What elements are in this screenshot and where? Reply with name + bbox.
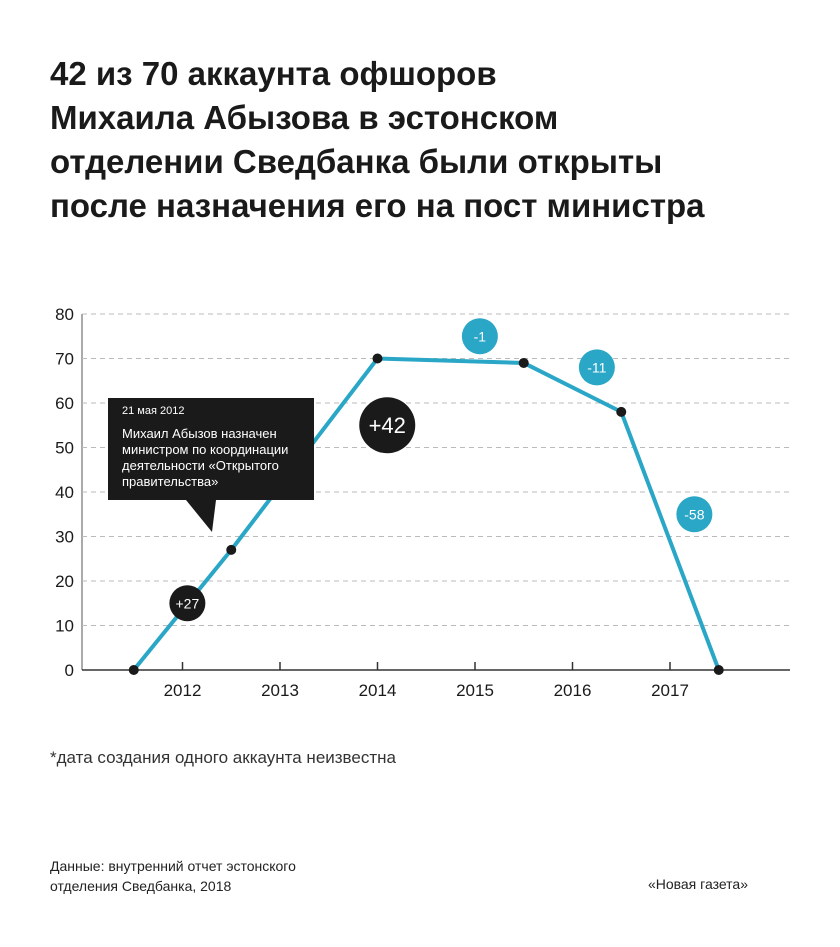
line-chart: 0 10 20 30 40 50 60 70 80 2012 2013 2014 2015 2016 201… [55,305,790,700]
x-tick-label: 2015 [456,681,494,700]
y-tick-label: 40 [55,483,74,502]
annotation-text-line: правительства» [122,474,218,489]
change-badge-label: -1 [474,328,487,344]
x-tick-label: 2014 [359,681,397,700]
annotation-box [108,398,314,500]
change-badge [461,318,498,355]
y-tick-label: 0 [65,661,74,680]
change-badge [578,349,615,386]
annotation-date: 21 мая 2012 [122,405,184,417]
title-line-4: после назначения его на пост министра [50,187,705,224]
y-tick-label: 60 [55,394,74,413]
change-badge [169,585,206,622]
data-point [226,544,237,555]
title-line-2: Михаила Абызова в эстонском [50,99,559,136]
x-tick-label: 2016 [554,681,592,700]
title-line-3: отделении Сведбанка были открыты [50,143,663,180]
x-tick-label: 2012 [164,681,202,700]
data-point [518,357,529,368]
change-badge-label: -58 [684,506,704,522]
change-badge-label: +27 [176,595,200,611]
change-badge [359,397,416,454]
data-point [713,665,724,675]
source-line-2: отделения Сведбанка, 2018 [50,878,232,894]
chart-title: 42 из 70 аккаунта офшоров Михаила Абызов… [50,52,830,228]
annotation-pointer [186,500,216,532]
publisher-credit: «Новая газета» [647,876,748,892]
x-tick-label: 2013 [261,681,299,700]
y-tick-label: 10 [55,617,74,636]
y-tick-label: 70 [55,350,74,369]
title-line-1: 42 из 70 аккаунта офшоров [50,55,497,92]
change-badge-label: -11 [587,359,606,375]
x-tick-label: 2017 [651,681,689,700]
data-point [372,353,383,364]
annotation-text-line: Михаил Абызов назначен [122,426,277,441]
change-badge-label: +42 [369,413,406,438]
data-point [616,406,627,417]
data-source: Данные: внутренний отчет эстонского отде… [50,856,296,896]
y-tick-label: 20 [55,572,74,591]
annotation-text-line: министром по координации [122,442,288,457]
y-tick-label: 30 [55,528,74,547]
data-point [128,665,139,675]
change-badge [676,496,713,533]
footnote: *дата создания одного аккаунта неизвестн… [50,748,396,767]
annotation-text-line: деятельности «Открытого [122,458,279,473]
y-tick-label: 50 [55,439,74,458]
series-line [131,356,721,672]
source-line-1: Данные: внутренний отчет эстонского [50,858,296,874]
y-tick-label: 80 [55,305,74,324]
